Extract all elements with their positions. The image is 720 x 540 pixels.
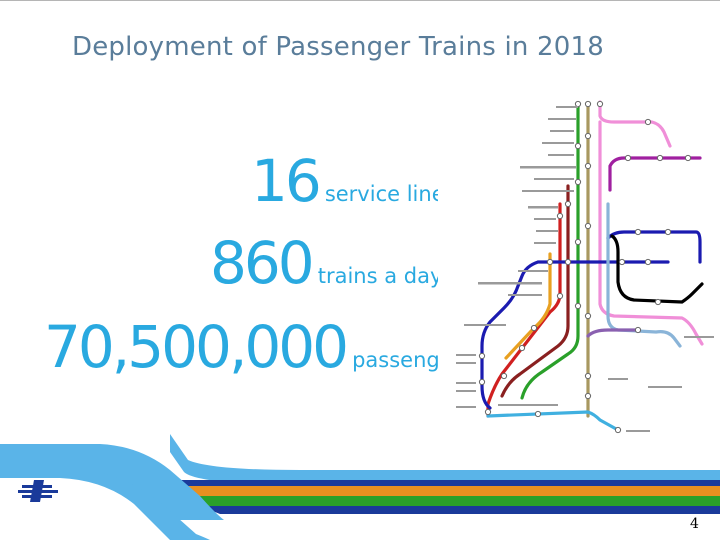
stat-trains-a-day: 860 trains a day <box>210 234 442 292</box>
rail-network-map <box>438 86 720 438</box>
band-light-blue <box>170 434 720 488</box>
rail-logo-icon <box>18 480 58 502</box>
stat-value: 70,500,000 <box>44 313 349 381</box>
stat-service-lines: 16 service lines <box>251 152 456 210</box>
top-rule <box>0 0 720 1</box>
line-green <box>520 102 580 400</box>
band-sky-lower <box>0 466 210 540</box>
page-number: 4 <box>690 516 699 532</box>
line-darkred <box>500 184 570 398</box>
decorative-band <box>0 434 720 540</box>
line-skyblue <box>486 410 620 432</box>
band-orange <box>140 486 720 496</box>
stat-passengers: 70,500,000 passengers <box>44 318 472 376</box>
stat-value: 16 <box>251 147 322 215</box>
band-sky <box>0 444 224 520</box>
line-pink-branch <box>598 120 704 346</box>
stat-label: trains a day <box>317 264 443 288</box>
line-black <box>610 234 704 304</box>
line-pink <box>598 100 672 148</box>
band-navy <box>200 506 720 514</box>
line-purple <box>608 156 702 192</box>
stat-value: 860 <box>210 229 315 297</box>
slide-title: Deployment of Passenger Trains in 2018 <box>72 32 605 62</box>
stat-label: service lines <box>324 182 456 206</box>
line-violet <box>586 328 640 338</box>
band-green <box>170 496 720 506</box>
